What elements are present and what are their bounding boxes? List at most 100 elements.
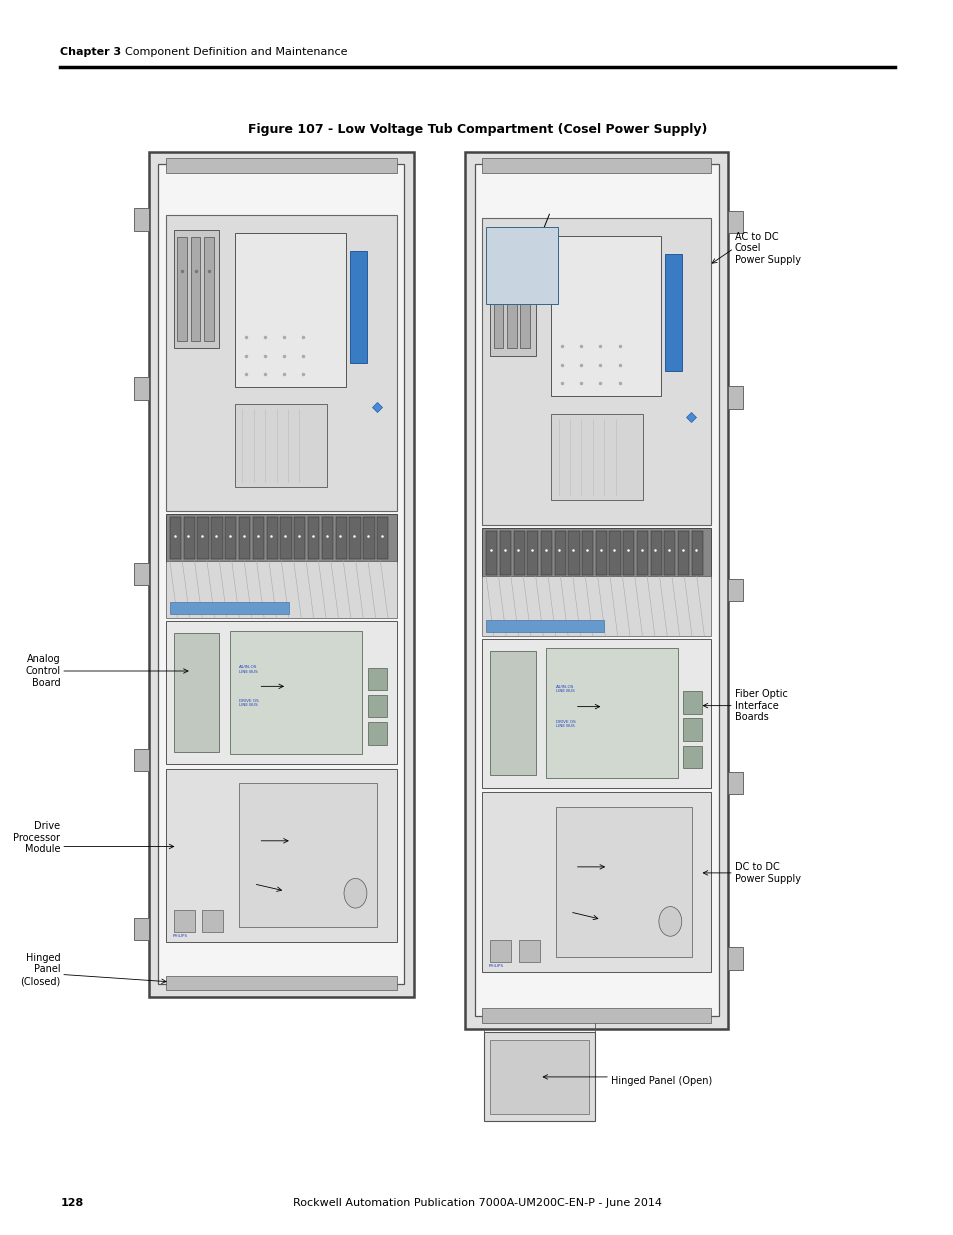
Bar	[637, 531, 647, 574]
Bar	[202, 910, 223, 932]
Bar	[482, 792, 710, 972]
Bar	[158, 164, 404, 984]
Bar	[486, 531, 497, 574]
Bar	[518, 940, 539, 962]
Bar	[727, 211, 742, 233]
Bar	[581, 531, 593, 574]
Text: A1/IN-OS
LINE BUS: A1/IN-OS LINE BUS	[239, 666, 258, 674]
Text: Drive
Processor
Module: Drive Processor Module	[13, 821, 60, 855]
Bar	[211, 516, 222, 559]
Bar	[133, 209, 149, 231]
Text: PHILIPS: PHILIPS	[172, 934, 188, 937]
Text: Hinged
Panel
(Closed): Hinged Panel (Closed)	[20, 953, 60, 986]
Bar	[490, 651, 536, 776]
Text: Hinged Panel (Open): Hinged Panel (Open)	[610, 1077, 712, 1087]
Bar	[490, 940, 511, 962]
Text: Component Definition and Maintenance: Component Definition and Maintenance	[125, 47, 347, 58]
Bar	[238, 516, 250, 559]
Text: 128: 128	[60, 1198, 84, 1208]
Bar	[166, 561, 396, 619]
Bar	[368, 695, 387, 718]
Bar	[682, 746, 701, 768]
Bar	[482, 529, 710, 577]
Bar	[551, 414, 642, 500]
Bar	[225, 516, 236, 559]
Bar	[166, 158, 396, 173]
Text: Chapter 3: Chapter 3	[60, 47, 121, 58]
Bar	[482, 638, 710, 788]
Text: Rockwell Automation Publication 7000A-UM200C-EN-P - June 2014: Rockwell Automation Publication 7000A-UM…	[293, 1198, 661, 1208]
Bar	[170, 603, 289, 615]
Bar	[173, 910, 194, 932]
Bar	[484, 1032, 594, 1121]
Bar	[475, 164, 718, 1016]
Bar	[280, 516, 292, 559]
Bar	[551, 236, 660, 395]
Bar	[253, 516, 264, 559]
Bar	[482, 1008, 710, 1023]
Bar	[294, 516, 305, 559]
Bar	[133, 748, 149, 771]
Text: Fiber Optic
Interface
Boards: Fiber Optic Interface Boards	[734, 689, 787, 722]
Bar	[368, 722, 387, 745]
Bar	[239, 783, 376, 927]
Bar	[166, 621, 396, 764]
Bar	[234, 233, 346, 387]
Bar	[527, 531, 537, 574]
Bar	[622, 531, 634, 574]
Bar	[546, 648, 677, 778]
Bar	[349, 516, 360, 559]
Bar	[173, 634, 219, 752]
Bar	[486, 620, 604, 632]
Text: Analog
Control
Board: Analog Control Board	[25, 655, 60, 688]
Bar	[490, 1040, 588, 1114]
Bar	[350, 251, 367, 363]
Bar	[482, 577, 710, 636]
Bar	[173, 230, 219, 348]
Bar	[499, 531, 511, 574]
Text: PHILIPS: PHILIPS	[489, 963, 503, 968]
Bar	[682, 719, 701, 741]
Bar	[682, 692, 701, 714]
Bar	[191, 237, 200, 341]
Bar	[490, 233, 536, 356]
Bar	[166, 514, 396, 562]
Bar	[177, 237, 187, 341]
Bar	[678, 531, 688, 574]
Bar	[664, 254, 681, 372]
Bar	[540, 531, 552, 574]
Bar	[234, 405, 327, 488]
Bar	[494, 241, 503, 348]
Bar	[166, 976, 396, 990]
Bar	[465, 152, 727, 1029]
Bar	[376, 516, 388, 559]
Bar	[609, 531, 620, 574]
Text: AC to DC
Cosel
Power Supply: AC to DC Cosel Power Supply	[734, 232, 800, 266]
Bar	[363, 516, 375, 559]
Circle shape	[344, 878, 367, 908]
Bar	[727, 947, 742, 969]
Bar	[204, 237, 213, 341]
Bar	[727, 387, 742, 409]
Bar	[727, 579, 742, 601]
Bar	[335, 516, 347, 559]
Bar	[554, 531, 565, 574]
Bar	[230, 631, 362, 755]
Bar	[568, 531, 579, 574]
Text: A1/IN-OS
LINE BUS: A1/IN-OS LINE BUS	[556, 684, 574, 693]
Bar	[482, 158, 710, 173]
Bar	[133, 378, 149, 400]
Bar	[321, 516, 333, 559]
Text: DC to DC
Power Supply: DC to DC Power Supply	[734, 862, 800, 884]
Text: DRIVE OS
LINE BUS: DRIVE OS LINE BUS	[556, 720, 575, 729]
Circle shape	[659, 906, 681, 936]
Bar	[556, 806, 692, 957]
Text: DRIVE OS
LINE BUS: DRIVE OS LINE BUS	[239, 699, 259, 708]
Bar	[650, 531, 661, 574]
Bar	[691, 531, 702, 574]
Bar	[149, 152, 414, 997]
Bar	[663, 531, 675, 574]
Bar	[482, 217, 710, 525]
Bar	[513, 531, 524, 574]
Bar	[368, 668, 387, 690]
